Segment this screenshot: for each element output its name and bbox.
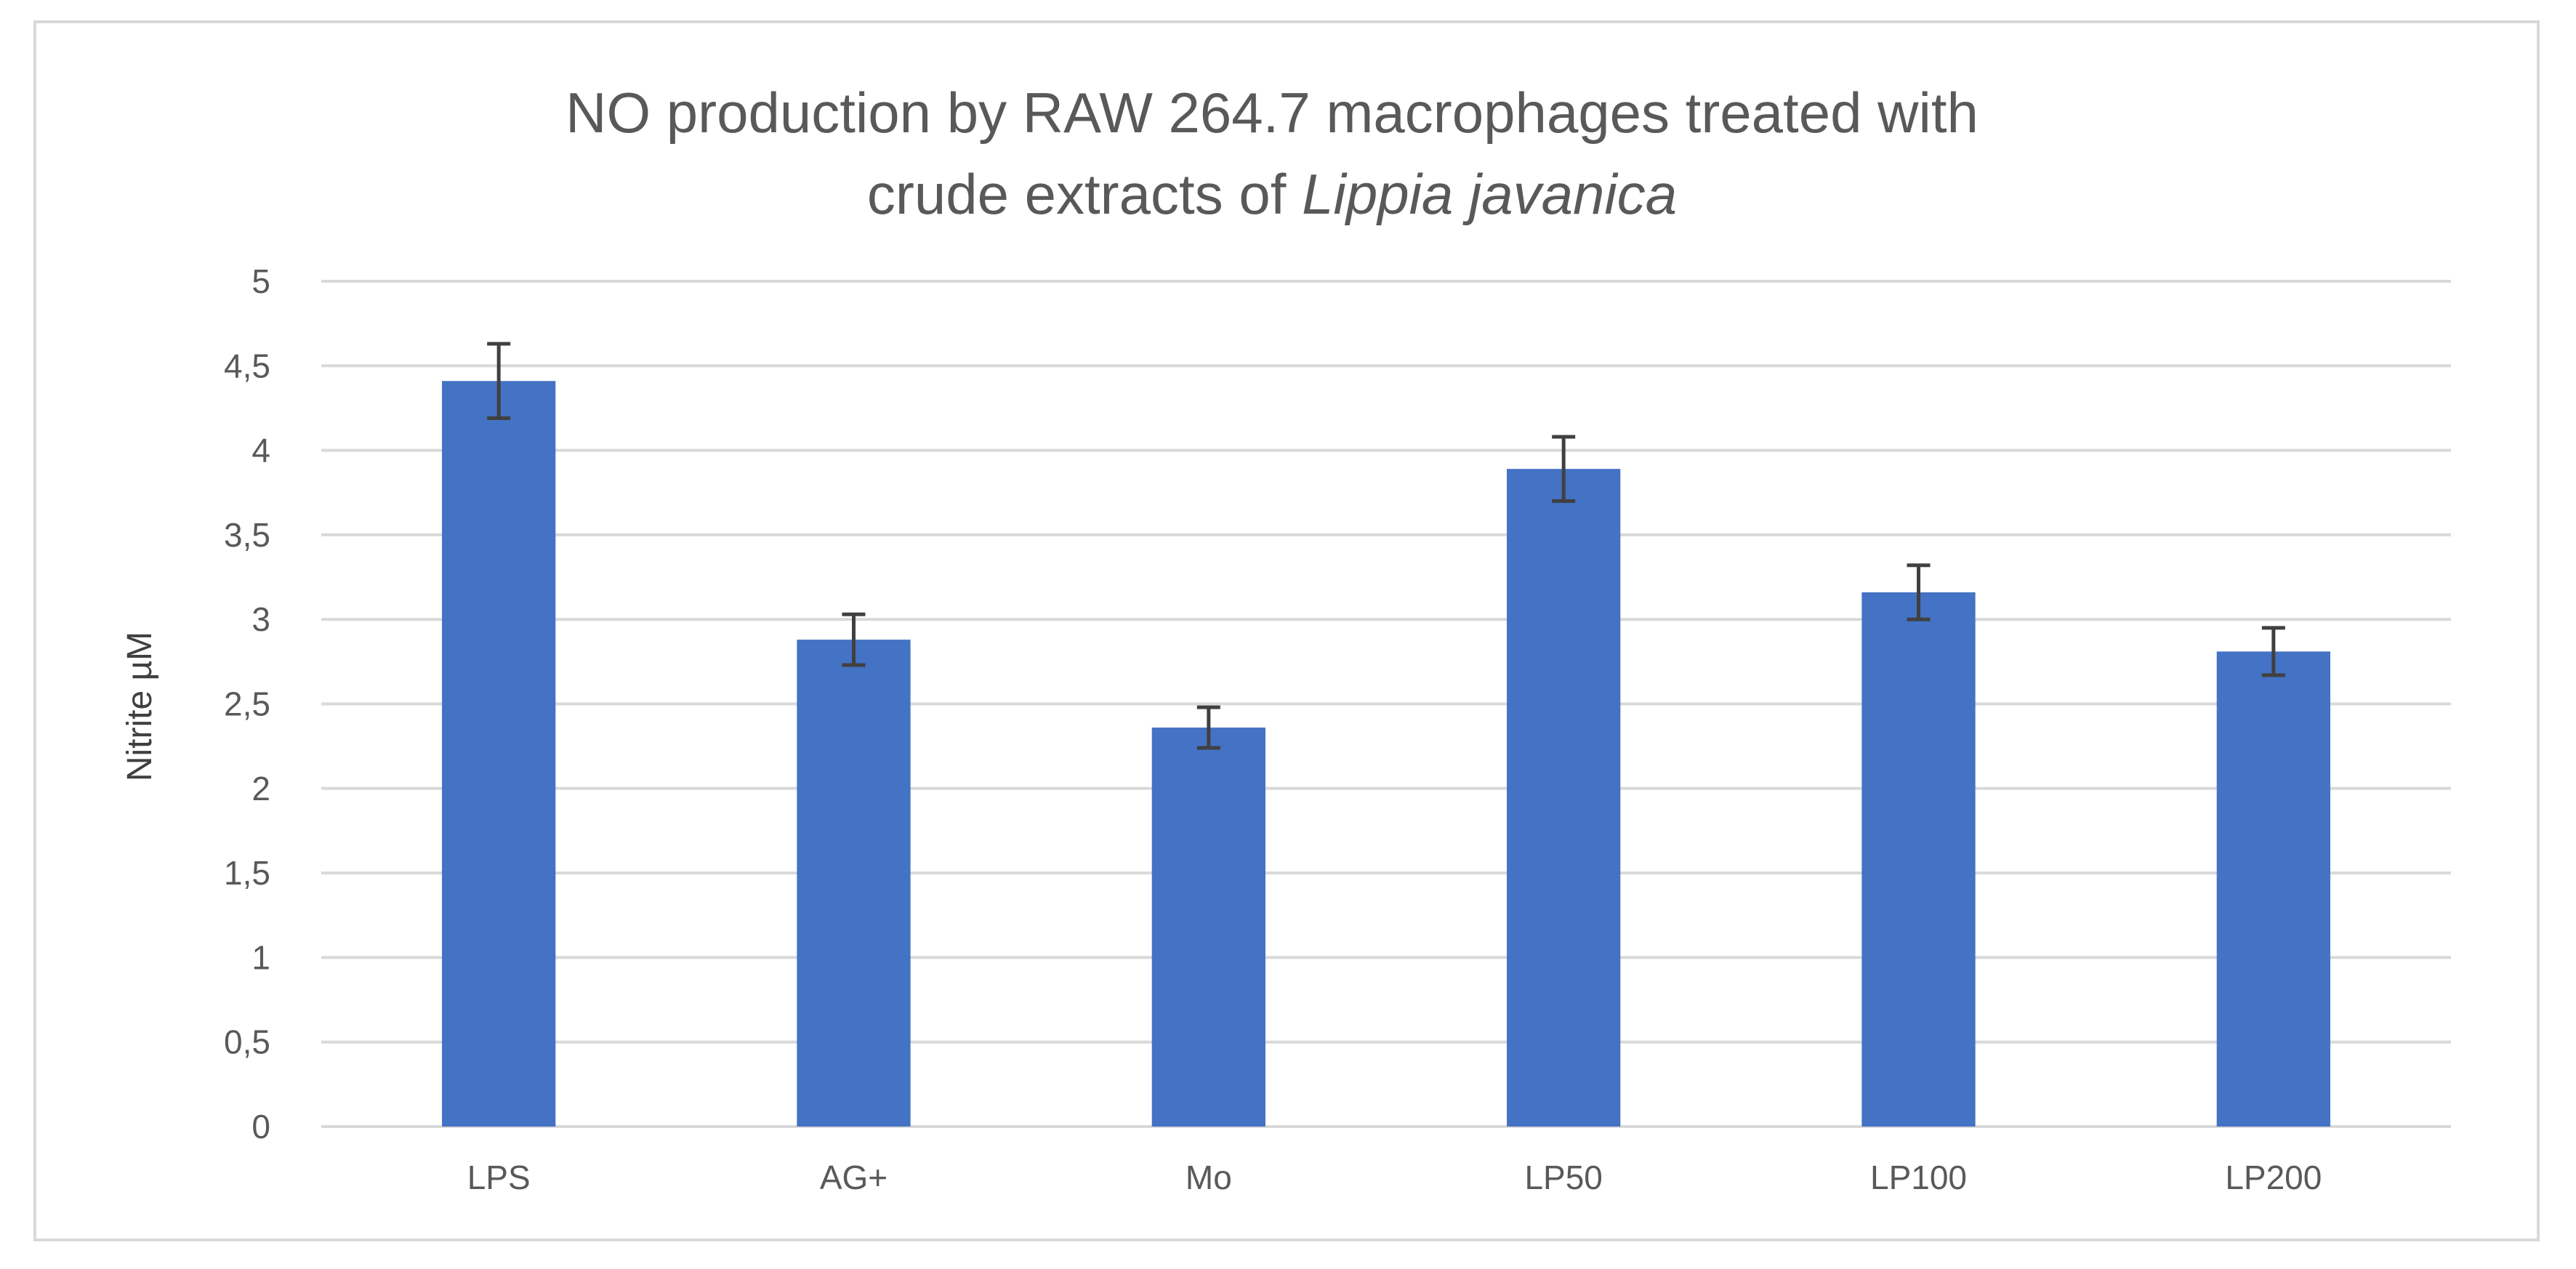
x-tick-label: LPS bbox=[467, 1159, 531, 1196]
chart-frame: NO production by RAW 264.7 macrophages t… bbox=[33, 20, 2540, 1241]
error-bars bbox=[487, 342, 2285, 750]
y-tick-label: 5 bbox=[251, 262, 270, 300]
bar-mo bbox=[1151, 728, 1265, 1127]
chart-title-species: Lippia javanica bbox=[1302, 162, 1677, 226]
y-tick-label: 1 bbox=[251, 938, 270, 976]
y-tick-label: 1,5 bbox=[224, 854, 270, 892]
y-tick-label: 2,5 bbox=[224, 685, 270, 723]
bar-lp50 bbox=[1507, 469, 1621, 1127]
bar-lp200 bbox=[2216, 651, 2330, 1127]
y-axis-ticks: 0 0,5 1 1,5 2 2,5 3 3,5 4 4,5 5 bbox=[224, 262, 270, 1145]
y-tick-label: 0 bbox=[251, 1108, 270, 1145]
x-tick-label: LP100 bbox=[1870, 1159, 1967, 1196]
x-tick-label: LP50 bbox=[1524, 1159, 1602, 1196]
y-tick-label: 4,5 bbox=[224, 347, 270, 384]
bar-ag bbox=[797, 640, 911, 1127]
chart-title-line-1: NO production by RAW 264.7 macrophages t… bbox=[565, 81, 1979, 145]
y-tick-label: 4 bbox=[251, 432, 270, 470]
y-tick-label: 0,5 bbox=[224, 1023, 270, 1061]
x-tick-label: AG+ bbox=[820, 1159, 887, 1196]
chart-title-line-2-prefix: crude extracts of bbox=[867, 162, 1302, 226]
x-tick-label: Mo bbox=[1186, 1159, 1232, 1196]
chart-title-line-2: crude extracts of Lippia javanica bbox=[867, 162, 1677, 226]
y-tick-label: 2 bbox=[251, 770, 270, 807]
y-tick-label: 3,5 bbox=[224, 516, 270, 554]
y-axis-title: Nitrite µM bbox=[121, 632, 159, 781]
x-axis-ticks: LPS AG+ Mo LP50 LP100 LP200 bbox=[467, 1159, 2322, 1196]
bars bbox=[442, 381, 2330, 1127]
bar-lp100 bbox=[1861, 592, 1976, 1127]
bar-lps bbox=[442, 381, 556, 1127]
x-tick-label: LP200 bbox=[2225, 1159, 2322, 1196]
bar-chart: NO production by RAW 264.7 macrophages t… bbox=[121, 81, 2451, 1196]
y-tick-label: 3 bbox=[251, 600, 270, 638]
gridlines bbox=[321, 280, 2451, 1128]
